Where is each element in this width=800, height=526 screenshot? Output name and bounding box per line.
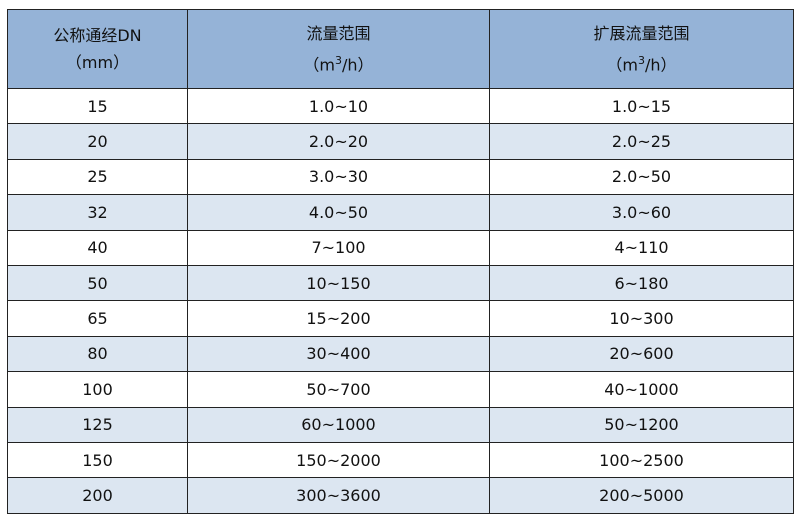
header-line1: 流量范围 <box>306 23 371 43</box>
header-row: 公称通经DN （mm） 流量范围 （m3/h） 扩展流量范围 （m3/h） <box>7 9 794 89</box>
header-line2: （m3/h） <box>490 47 793 78</box>
extended-flow-range-cell: 20~600 <box>489 335 794 373</box>
table-row: 15 1.0~10 1.0~15 <box>7 87 794 125</box>
nominal-diameter-cell: 100 <box>7 371 188 408</box>
table-row: 65 15~200 10~300 <box>7 300 794 337</box>
nominal-diameter-cell: 125 <box>7 406 188 443</box>
flow-range-cell: 150~2000 <box>187 441 490 479</box>
flow-range-cell: 10~150 <box>187 264 490 302</box>
extended-flow-range-cell: 2.0~50 <box>489 158 794 196</box>
nominal-diameter-cell: 15 <box>7 87 188 125</box>
flow-range-cell: 15~200 <box>187 300 490 337</box>
extended-flow-range-cell: 4~110 <box>489 229 794 266</box>
unit-superscript: 3 <box>335 53 343 67</box>
table-row: 40 7~100 4~110 <box>7 229 794 266</box>
flow-range-cell: 2.0~20 <box>187 123 490 160</box>
table-row: 80 30~400 20~600 <box>7 335 794 373</box>
flow-range-cell: 60~1000 <box>187 406 490 443</box>
flow-range-cell: 4.0~50 <box>187 194 490 231</box>
nominal-diameter-cell: 32 <box>7 194 188 231</box>
flow-range-cell: 7~100 <box>187 229 490 266</box>
flow-range-cell: 1.0~10 <box>187 87 490 125</box>
unit-prefix: （m <box>606 55 639 75</box>
nominal-diameter-cell: 80 <box>7 335 188 373</box>
table-row: 125 60~1000 50~1200 <box>7 406 794 443</box>
table-row: 50 10~150 6~180 <box>7 264 794 302</box>
extended-flow-range-cell: 2.0~25 <box>489 123 794 160</box>
extended-flow-range-cell: 40~1000 <box>489 371 794 408</box>
extended-flow-range-cell: 50~1200 <box>489 406 794 443</box>
unit-suffix: /h） <box>342 55 374 75</box>
nominal-diameter-cell: 150 <box>7 441 188 479</box>
header-line2: （m3/h） <box>188 47 489 78</box>
nominal-diameter-cell: 40 <box>7 229 188 266</box>
flow-range-cell: 50~700 <box>187 371 490 408</box>
nominal-diameter-cell: 65 <box>7 300 188 337</box>
flow-range-cell: 300~3600 <box>187 477 490 514</box>
extended-flow-range-cell: 1.0~15 <box>489 87 794 125</box>
table-row: 150 150~2000 100~2500 <box>7 441 794 479</box>
header-extended-flow-range: 扩展流量范围 （m3/h） <box>489 9 794 89</box>
table-row: 200 300~3600 200~5000 <box>7 477 794 514</box>
table-row: 100 50~700 40~1000 <box>7 371 794 408</box>
flow-range-table: 公称通经DN （mm） 流量范围 （m3/h） 扩展流量范围 （m3/h） 15… <box>7 9 794 514</box>
flow-range-cell: 3.0~30 <box>187 158 490 196</box>
table-row: 32 4.0~50 3.0~60 <box>7 194 794 231</box>
nominal-diameter-cell: 20 <box>7 123 188 160</box>
nominal-diameter-cell: 200 <box>7 477 188 514</box>
unit-suffix: /h） <box>645 55 677 75</box>
unit-prefix: （m <box>303 55 336 75</box>
extended-flow-range-cell: 6~180 <box>489 264 794 302</box>
extended-flow-range-cell: 100~2500 <box>489 441 794 479</box>
unit-superscript: 3 <box>638 53 646 67</box>
extended-flow-range-cell: 200~5000 <box>489 477 794 514</box>
table-row: 25 3.0~30 2.0~50 <box>7 158 794 196</box>
header-nominal-diameter: 公称通经DN （mm） <box>7 9 188 89</box>
header-line1: 公称通经DN <box>53 26 142 45</box>
header-flow-range: 流量范围 （m3/h） <box>187 9 490 89</box>
table-row: 20 2.0~20 2.0~25 <box>7 123 794 160</box>
extended-flow-range-cell: 10~300 <box>489 300 794 337</box>
header-line2: （mm） <box>65 53 130 72</box>
nominal-diameter-cell: 50 <box>7 264 188 302</box>
header-line1: 扩展流量范围 <box>593 23 690 43</box>
extended-flow-range-cell: 3.0~60 <box>489 194 794 231</box>
nominal-diameter-cell: 25 <box>7 158 188 196</box>
flow-range-cell: 30~400 <box>187 335 490 373</box>
